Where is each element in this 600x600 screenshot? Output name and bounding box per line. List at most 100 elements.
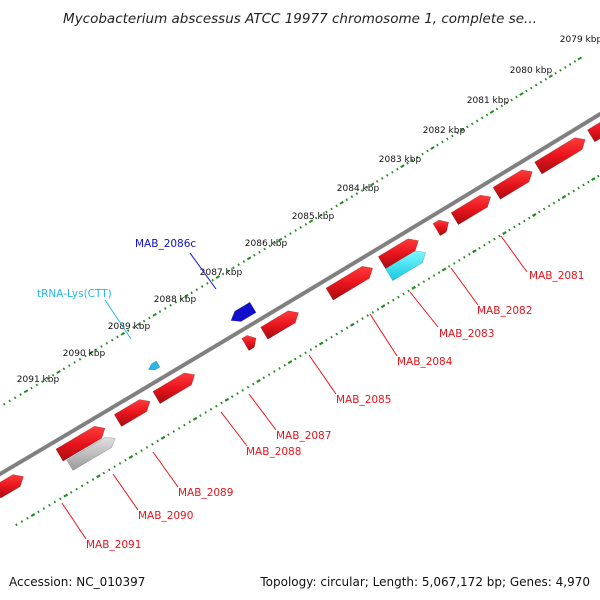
- ruler-dot: [572, 189, 575, 193]
- ruler-dot: [458, 258, 461, 262]
- ruler-dot: [268, 244, 272, 248]
- ruler-dot: [528, 216, 531, 220]
- ruler-dot: [365, 186, 369, 189]
- ruler-dot: [436, 143, 439, 147]
- tick-label: 2088 kbp: [154, 295, 197, 305]
- gene-label-mab-2089[interactable]: MAB_2089: [178, 487, 233, 499]
- ruler-dot: [381, 176, 384, 180]
- ruler-dot: [156, 439, 159, 443]
- ruler-dot: [204, 411, 207, 414]
- ruler-dot: [151, 442, 154, 446]
- gene-label-trna-lys[interactable]: tRNA-Lys(CTT): [37, 288, 112, 300]
- outer-ruler: [0, 56, 583, 408]
- ruler-dot: [86, 481, 89, 485]
- ruler-dot: [46, 377, 49, 380]
- ruler-dot: [152, 312, 157, 317]
- cds-arrow-3: [492, 169, 533, 200]
- ruler-dot: [215, 404, 218, 408]
- ruler-dot: [498, 234, 501, 238]
- ruler-dot: [200, 285, 204, 288]
- ruler-dot: [169, 303, 172, 307]
- ruler-dot: [478, 246, 481, 250]
- ruler-dot: [158, 310, 162, 314]
- ruler-dot: [206, 282, 209, 285]
- ruler-dot: [488, 240, 491, 244]
- ruler-dot: [345, 326, 349, 330]
- ruler-dot: [51, 373, 55, 377]
- cds-arrow-7: [325, 265, 374, 301]
- tick-label: 2085 kbp: [292, 212, 335, 222]
- gene-label-mab-2091[interactable]: MAB_2091: [86, 539, 141, 551]
- ruler-dot: [284, 235, 287, 239]
- ruler-dot: [94, 348, 98, 352]
- ruler-dot: [447, 265, 451, 268]
- ruler-dot: [314, 216, 318, 220]
- ruler-dot: [513, 225, 516, 229]
- ruler-dot: [299, 226, 303, 229]
- ruler-dot: [495, 107, 499, 111]
- ruler-dot: [371, 311, 375, 314]
- ruler-dot: [480, 116, 484, 120]
- ruler-dot: [568, 63, 572, 66]
- ruler-dot: [460, 128, 465, 132]
- ruler-dot: [335, 332, 339, 336]
- ruler-dot: [422, 280, 426, 284]
- label-leaders: [61, 235, 528, 540]
- ruler-dot: [366, 314, 369, 317]
- ruler-dot: [421, 152, 424, 156]
- ruler-dot: [587, 180, 590, 184]
- ruler-dot: [174, 300, 178, 304]
- ruler-dot: [289, 232, 292, 235]
- ruler-dot: [227, 269, 230, 273]
- ruler-dot: [505, 101, 509, 105]
- gene-label-mab-2087[interactable]: MAB_2087: [276, 430, 331, 442]
- cds-arrow-10: [152, 372, 196, 404]
- leader-line: [248, 393, 277, 431]
- gene-label-mab-2086c[interactable]: MAB_2086c: [135, 238, 196, 250]
- gene-label-mab-2081[interactable]: MAB_2081: [529, 270, 584, 282]
- ruler-dot: [263, 247, 266, 251]
- ruler-dot: [137, 322, 141, 326]
- ruler-dot: [167, 433, 170, 437]
- ruler-dot: [330, 207, 333, 211]
- ruler-dot: [582, 183, 585, 187]
- gene-label-mab-2083[interactable]: MAB_2083: [439, 328, 494, 340]
- tick-label: 2090 kbp: [63, 349, 106, 359]
- ruler-dot: [406, 161, 409, 165]
- gene-label-mab-2088[interactable]: MAB_2088: [246, 446, 301, 458]
- ruler-dot: [534, 83, 538, 87]
- tick-labels: 2079 kbp 2080 kbp 2081 kbp 2082 kbp 2083 kbp…: [17, 35, 600, 385]
- gene-label-mab-2090[interactable]: MAB_2090: [138, 510, 193, 522]
- ruler-dot: [267, 373, 271, 376]
- ruler-dot: [577, 186, 580, 190]
- ruler-dot: [23, 389, 29, 394]
- cds-arrow-5: [432, 219, 450, 237]
- ruler-dot: [236, 392, 239, 395]
- ruler-dot: [396, 167, 399, 171]
- cds-arrow-4: [450, 194, 492, 226]
- ruler-dot: [349, 322, 355, 327]
- ruler-dot: [252, 382, 255, 386]
- ruler-dot: [277, 237, 283, 242]
- tick-label: 2087 kbp: [200, 268, 243, 278]
- gene-label-mab-2085[interactable]: MAB_2085: [336, 394, 391, 406]
- ruler-dot: [426, 149, 429, 153]
- ruler-dot: [360, 189, 364, 192]
- gene-label-mab-2084[interactable]: MAB_2084: [397, 356, 453, 368]
- ruler-dot: [59, 497, 62, 501]
- ruler-dot: [258, 250, 261, 254]
- ruler-dot: [548, 74, 553, 79]
- tick-label: 2089 kbp: [108, 322, 151, 332]
- ruler-dot: [502, 231, 507, 236]
- ruler-dot: [183, 423, 186, 427]
- ruler-dot: [369, 182, 375, 187]
- ruler-dot: [416, 155, 419, 159]
- ruler-dot: [407, 289, 410, 293]
- ruler-dot: [75, 487, 78, 491]
- ruler-dot: [132, 326, 135, 329]
- ruler-dot: [547, 204, 551, 208]
- ruler-dot: [430, 146, 435, 150]
- gene-label-mab-2082[interactable]: MAB_2082: [477, 305, 532, 317]
- ruler-dot: [304, 222, 308, 226]
- ruler-dot: [116, 335, 119, 339]
